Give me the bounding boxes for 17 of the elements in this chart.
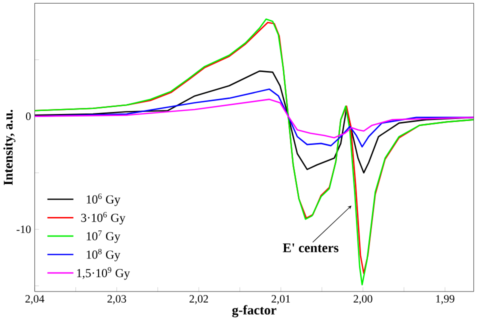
y-tick-label: 0 (26, 112, 31, 120)
x-tick-label: 2,00 (354, 295, 372, 304)
legend-label: 1,5·10$^{9}$ Gy (77, 267, 130, 280)
annotation: E' centers (282, 244, 338, 252)
y-tick-label: -10 (16, 226, 31, 234)
x-tick-label: 2,04 (25, 295, 44, 304)
x-tick-label: 2,01 (272, 295, 290, 304)
line-series (34, 98, 474, 139)
x-tick-label: 2,03 (107, 295, 126, 304)
legend-label: 3·10$^{6}$ Gy (81, 212, 126, 225)
legend-label: 10$^{8}$ Gy (86, 248, 120, 262)
x-tick-label: 2,02 (190, 295, 208, 304)
legend-label: 10$^{7}$ Gy (86, 230, 120, 243)
legend-label: 10$^{6}$ Gy (86, 194, 120, 206)
y-axis-title: Intensity, a.u. (3, 110, 16, 186)
x-tick-label: 1,99 (436, 295, 454, 304)
x-axis-title: g-factor (232, 305, 276, 318)
